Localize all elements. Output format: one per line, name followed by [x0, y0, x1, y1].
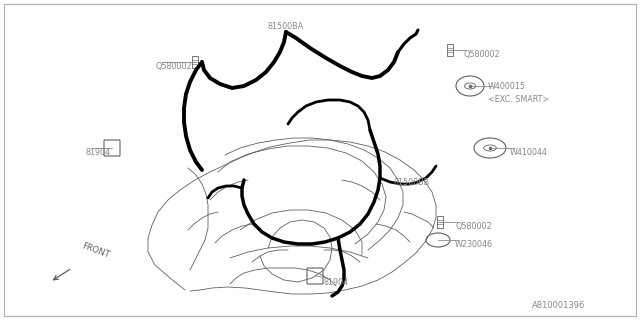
FancyBboxPatch shape — [104, 140, 120, 156]
Text: 81904: 81904 — [86, 148, 111, 157]
Ellipse shape — [456, 76, 484, 96]
Bar — [447, 44, 453, 56]
Ellipse shape — [484, 145, 497, 151]
Text: Q580002: Q580002 — [455, 222, 492, 231]
Text: W400015: W400015 — [488, 82, 526, 91]
Text: W410044: W410044 — [510, 148, 548, 157]
FancyBboxPatch shape — [307, 268, 323, 284]
Ellipse shape — [465, 83, 476, 89]
Ellipse shape — [474, 138, 506, 158]
Text: W230046: W230046 — [455, 240, 493, 249]
Text: FRONT: FRONT — [80, 242, 110, 260]
Bar — [437, 216, 443, 228]
Text: A810001396: A810001396 — [532, 301, 586, 310]
Text: Q580002: Q580002 — [463, 50, 500, 59]
Bar — [192, 56, 198, 68]
Text: 81500BA: 81500BA — [268, 22, 304, 31]
Text: 81904: 81904 — [323, 278, 348, 287]
Text: 81500BB: 81500BB — [393, 178, 429, 187]
Ellipse shape — [426, 233, 450, 247]
Text: Q580002: Q580002 — [155, 62, 191, 71]
Text: <EXC. SMART>: <EXC. SMART> — [488, 95, 549, 104]
